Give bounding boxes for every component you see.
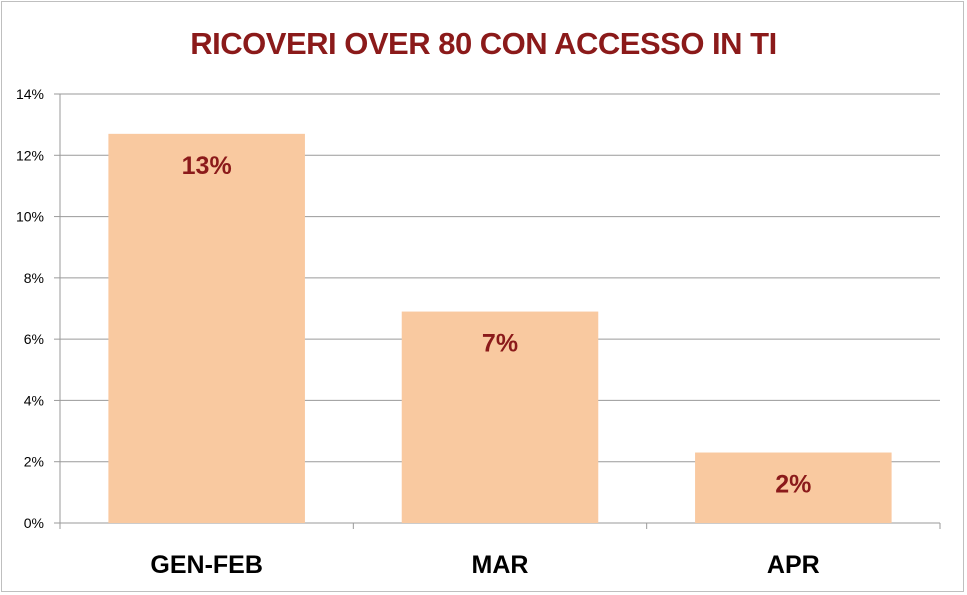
x-category-label: APR (767, 551, 820, 579)
bar-gen-feb (108, 133, 305, 524)
bar-apr (695, 452, 892, 523)
y-tick-label: 0% (24, 515, 44, 531)
data-label: 13% (182, 152, 232, 180)
y-tick-label: 4% (24, 392, 44, 408)
y-tick-label: 12% (16, 147, 44, 163)
y-tick-label: 14% (16, 86, 44, 102)
chart-title: RICOVERI OVER 80 CON ACCESSO IN TI (190, 26, 777, 61)
x-category-label: GEN-FEB (150, 551, 263, 579)
y-tick-label: 10% (16, 209, 44, 225)
data-label: 2% (775, 471, 811, 499)
y-tick-label: 8% (24, 270, 44, 286)
x-category-label: MAR (472, 551, 529, 579)
data-label: 7% (482, 330, 518, 358)
bar-mar (401, 311, 599, 523)
bars (108, 133, 892, 524)
y-tick-label: 6% (24, 331, 44, 347)
y-tick-label: 2% (24, 454, 44, 470)
labels: 0% 2% 4% 6% 8% 10% 12% 14% 13% GEN-FEB 7% MAR 2% APR (16, 86, 820, 579)
